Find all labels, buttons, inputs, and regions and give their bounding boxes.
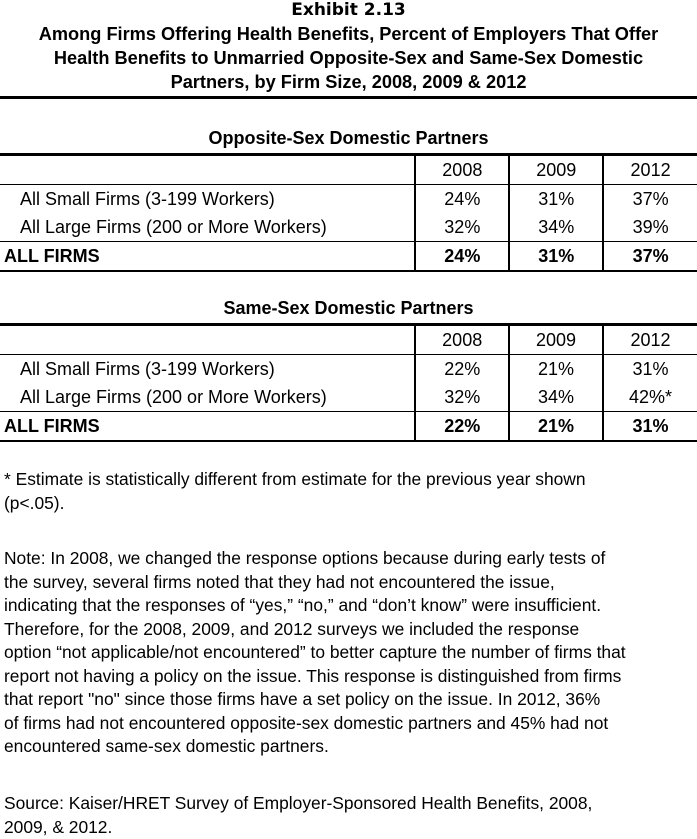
year-header: 2009 [509,325,603,355]
year-header: 2008 [415,325,509,355]
note-line: encountered same-sex domestic partners. [4,735,694,759]
title-line: Partners, by Firm Size, 2008, 2009 & 201… [0,70,697,94]
exhibit-title: Among Firms Offering Health Benefits, Pe… [0,22,697,94]
note-line: Therefore, for the 2008, 2009, and 2012 … [4,618,694,642]
header-empty-cell [0,155,415,185]
source-note: Source: Kaiser/HRET Survey of Employer-S… [4,792,694,839]
title-line: Among Firms Offering Health Benefits, Pe… [0,22,697,46]
table-header-row: 2008 2009 2012 [0,325,697,355]
note-line: option “not applicable/not encountered” … [4,641,694,665]
cell-value: 24% [415,185,509,214]
note-line: Note: In 2008, we changed the response o… [4,547,694,571]
footnote-line: (p<.05). [4,492,694,516]
table-header-row: 2008 2009 2012 [0,155,697,185]
exhibit-label: Exhibit 2.13 [0,0,697,20]
title-line: Health Benefits to Unmarried Opposite-Se… [0,46,697,70]
table-same-sex: 2008 2009 2012 All Small Firms (3-199 Wo… [0,323,697,442]
row-label: All Small Firms (3-199 Workers) [0,185,415,214]
cell-value: 37% [603,185,697,214]
total-value: 37% [603,242,697,272]
cell-value: 32% [415,213,509,242]
cell-value: 39% [603,213,697,242]
note-paragraph: Note: In 2008, we changed the response o… [4,547,694,759]
table-row: All Small Firms (3-199 Workers) 24% 31% … [0,185,697,214]
total-label: ALL FIRMS [0,242,415,272]
total-value: 31% [603,412,697,442]
cell-value: 31% [603,355,697,384]
total-value: 21% [509,412,603,442]
footnote: * Estimate is statistically different fr… [4,468,694,515]
note-line: the survey, several firms noted that the… [4,571,694,595]
cell-value: 31% [509,185,603,214]
cell-value: 34% [509,213,603,242]
year-header: 2012 [603,325,697,355]
total-label: ALL FIRMS [0,412,415,442]
cell-value: 34% [509,383,603,412]
total-value: 24% [415,242,509,272]
note-line: of firms had not encountered opposite-se… [4,712,694,736]
total-value: 22% [415,412,509,442]
total-value: 31% [509,242,603,272]
section-title-same-sex: Same-Sex Domestic Partners [0,297,697,319]
note-line: indicating that the responses of “yes,” … [4,594,694,618]
footnote-line: * Estimate is statistically different fr… [4,468,694,492]
year-header: 2012 [603,155,697,185]
note-line: report not having a policy on the issue.… [4,665,694,689]
year-header: 2008 [415,155,509,185]
cell-value: 21% [509,355,603,384]
section-title-opposite-sex: Opposite-Sex Domestic Partners [0,127,697,149]
cell-value: 22% [415,355,509,384]
title-divider [0,96,697,99]
source-line: 2009, & 2012. [4,816,694,839]
row-label: All Large Firms (200 or More Workers) [0,213,415,242]
row-label: All Large Firms (200 or More Workers) [0,383,415,412]
cell-value: 42%* [603,383,697,412]
row-label: All Small Firms (3-199 Workers) [0,355,415,384]
header-empty-cell [0,325,415,355]
table-total-row: ALL FIRMS 24% 31% 37% [0,242,697,272]
table-row: All Small Firms (3-199 Workers) 22% 21% … [0,355,697,384]
source-line: Source: Kaiser/HRET Survey of Employer-S… [4,792,694,816]
year-header: 2009 [509,155,603,185]
table-row: All Large Firms (200 or More Workers) 32… [0,383,697,412]
cell-value: 32% [415,383,509,412]
table-opposite-sex: 2008 2009 2012 All Small Firms (3-199 Wo… [0,153,697,272]
table-row: All Large Firms (200 or More Workers) 32… [0,213,697,242]
note-line: that report "no" since those firms have … [4,688,694,712]
table-total-row: ALL FIRMS 22% 21% 31% [0,412,697,442]
